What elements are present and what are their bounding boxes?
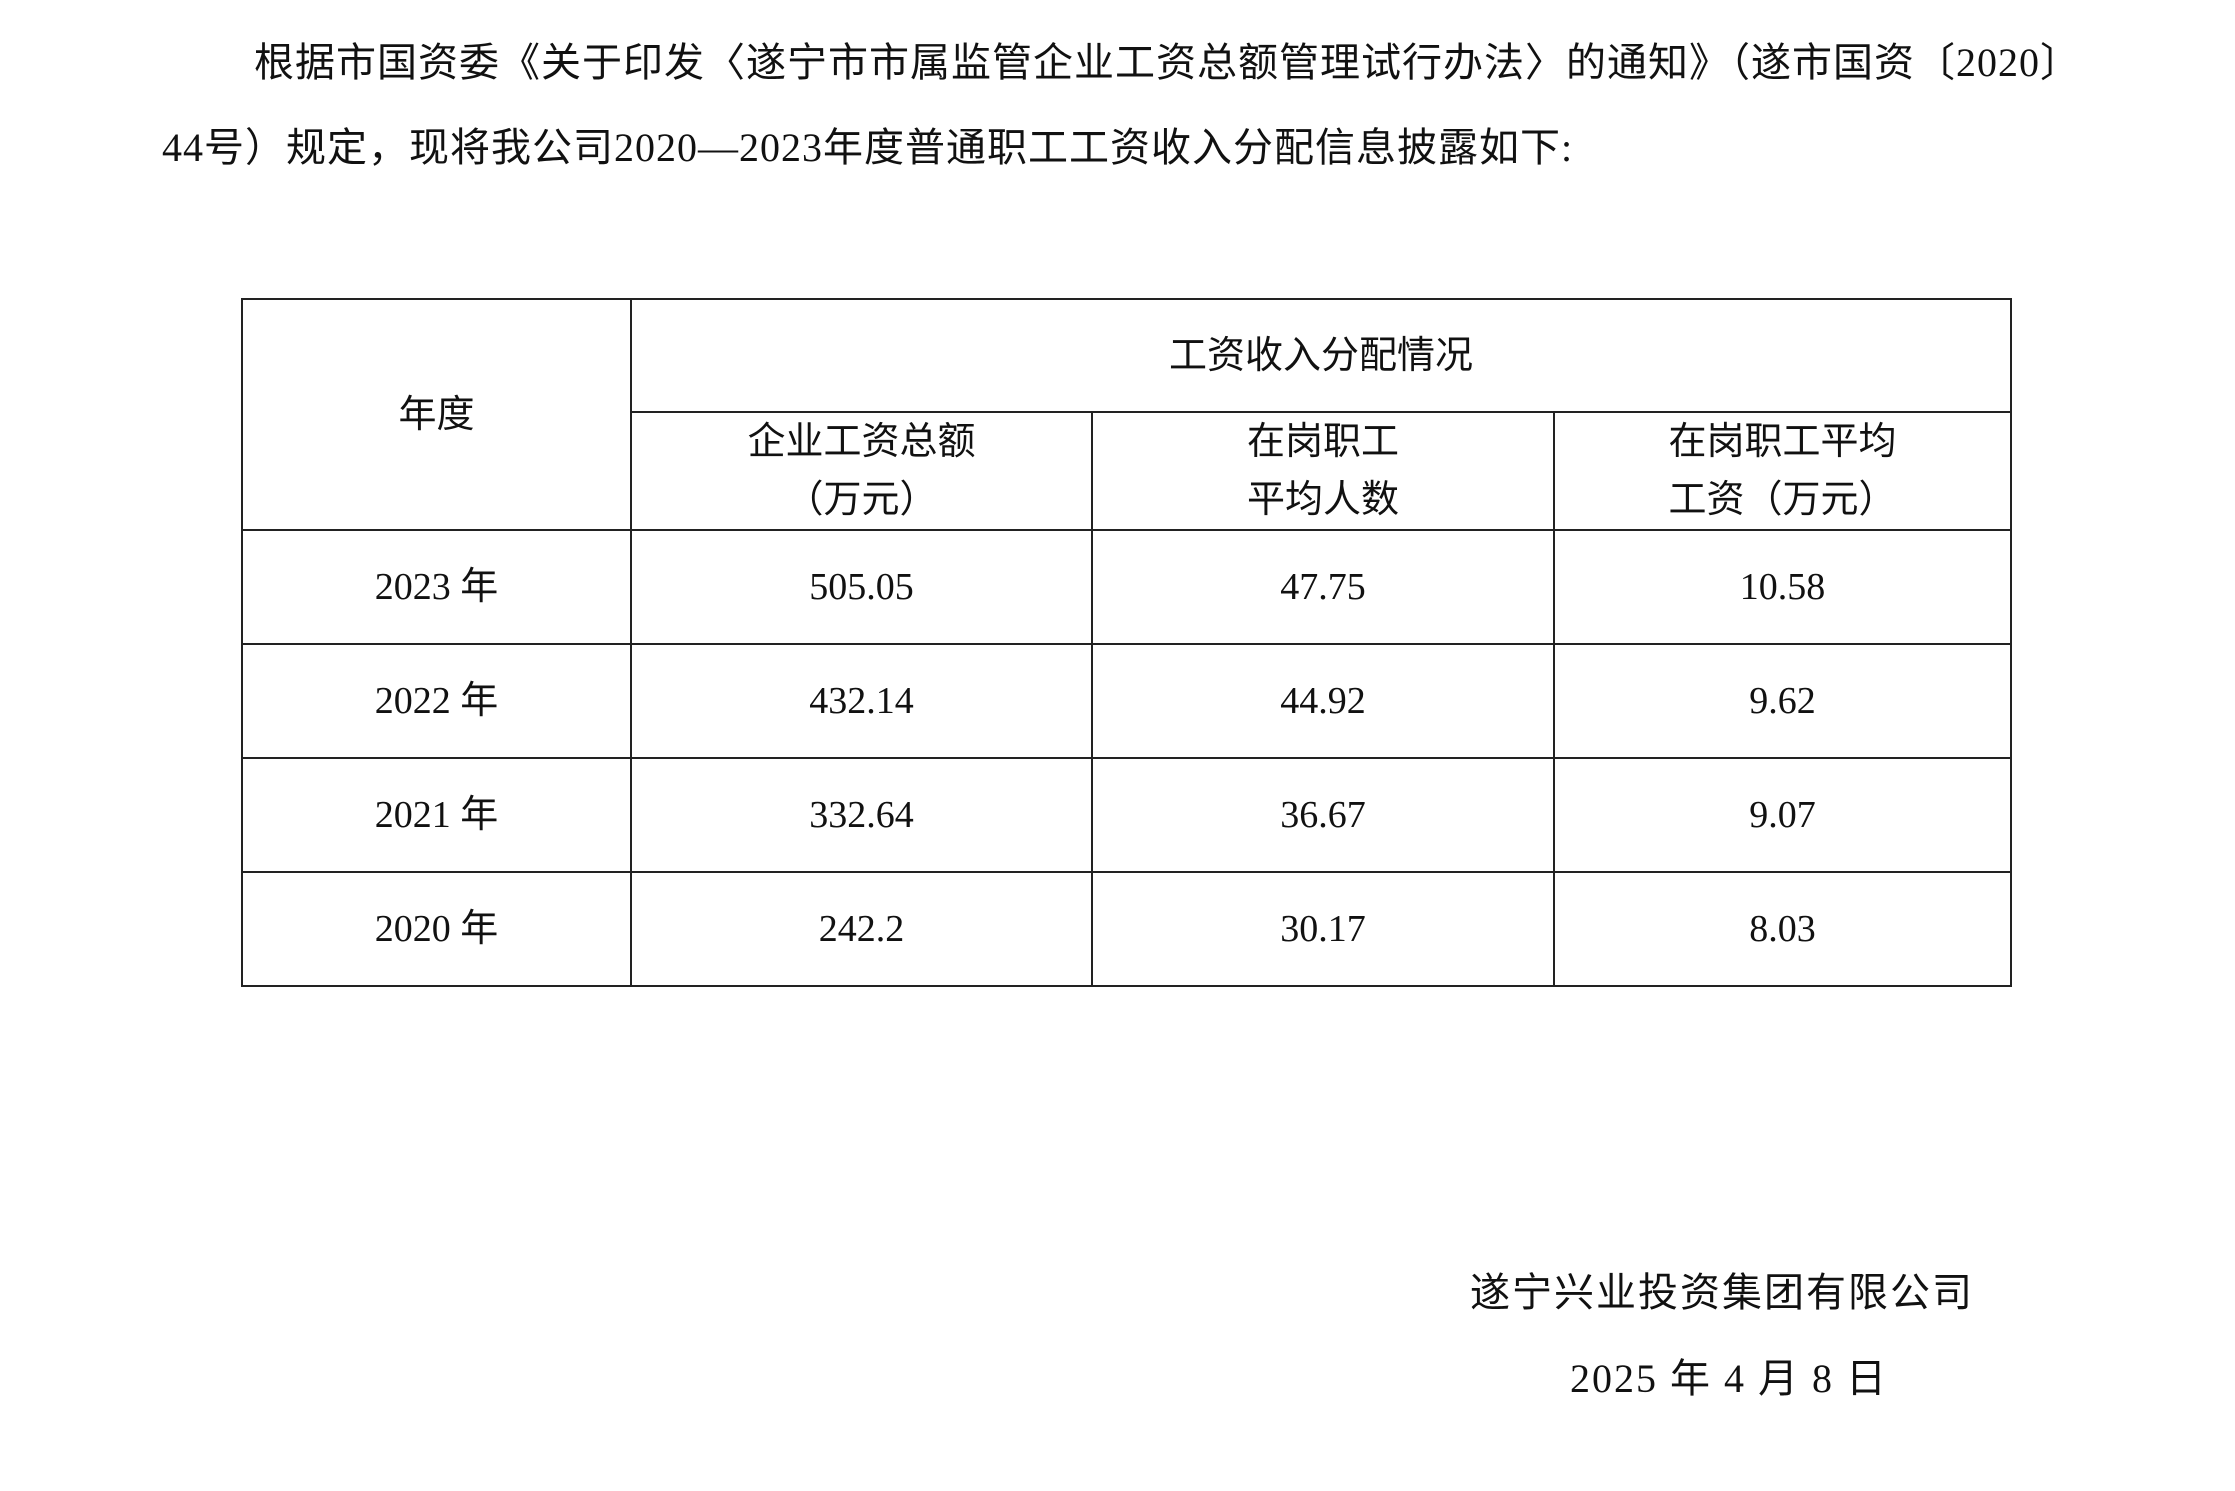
cell-avg: 10.58 [1553,529,2012,645]
signature-company: 遂宁兴业投资集团有限公司 [1470,1270,1974,1315]
header-line: （万元） [785,479,938,521]
table-row: 2021 年 332.64 36.67 9.07 [241,757,2012,873]
table-row: 2022 年 432.14 44.92 9.62 [241,643,2012,759]
cell-total: 332.64 [630,757,1093,873]
header-line: 企业工资总额 [747,421,976,463]
cell-headcount: 47.75 [1091,529,1555,645]
column-header-total-wages: 企业工资总额 （万元） [630,411,1093,531]
year-header: 年度 [241,298,632,531]
cell-headcount: 36.67 [1091,757,1555,873]
group-header: 工资收入分配情况 [630,298,2012,413]
cell-year: 2022 年 [241,643,632,759]
cell-avg: 8.03 [1553,871,2012,987]
cell-avg: 9.62 [1553,643,2012,759]
cell-headcount: 44.92 [1091,643,1555,759]
table-row: 2023 年 505.05 47.75 10.58 [241,529,2012,645]
cell-year: 2023 年 [241,529,632,645]
header-line: 在岗职工平均 [1668,421,1897,463]
header-line: 工资（万元） [1668,479,1897,521]
header-line: 在岗职工 [1246,421,1399,463]
cell-total: 505.05 [630,529,1093,645]
column-header-headcount: 在岗职工 平均人数 [1091,411,1555,531]
signature-date: 2025 年 4 月 8 日 [1570,1356,1888,1401]
table-row: 2020 年 242.2 30.17 8.03 [241,871,2012,987]
column-header-average-wage: 在岗职工平均 工资（万元） [1553,411,2012,531]
cell-year: 2020 年 [241,871,632,987]
header-line: 平均人数 [1246,479,1399,521]
intro-paragraph-line-1: 根据市国资委《关于印发〈遂宁市市属监管企业工资总额管理试行办法〉的通知》（遂市国… [254,40,2081,85]
intro-paragraph-line-2: 44号）规定，现将我公司2020—2023年度普通职工工资收入分配信息披露如下: [162,125,1574,170]
cell-headcount: 30.17 [1091,871,1555,987]
cell-total: 432.14 [630,643,1093,759]
cell-total: 242.2 [630,871,1093,987]
cell-avg: 9.07 [1553,757,2012,873]
cell-year: 2021 年 [241,757,632,873]
wage-distribution-table: 年度 工资收入分配情况 企业工资总额 （万元） 在岗职工平均人数 在岗职工平均 工资… [241,298,2012,987]
